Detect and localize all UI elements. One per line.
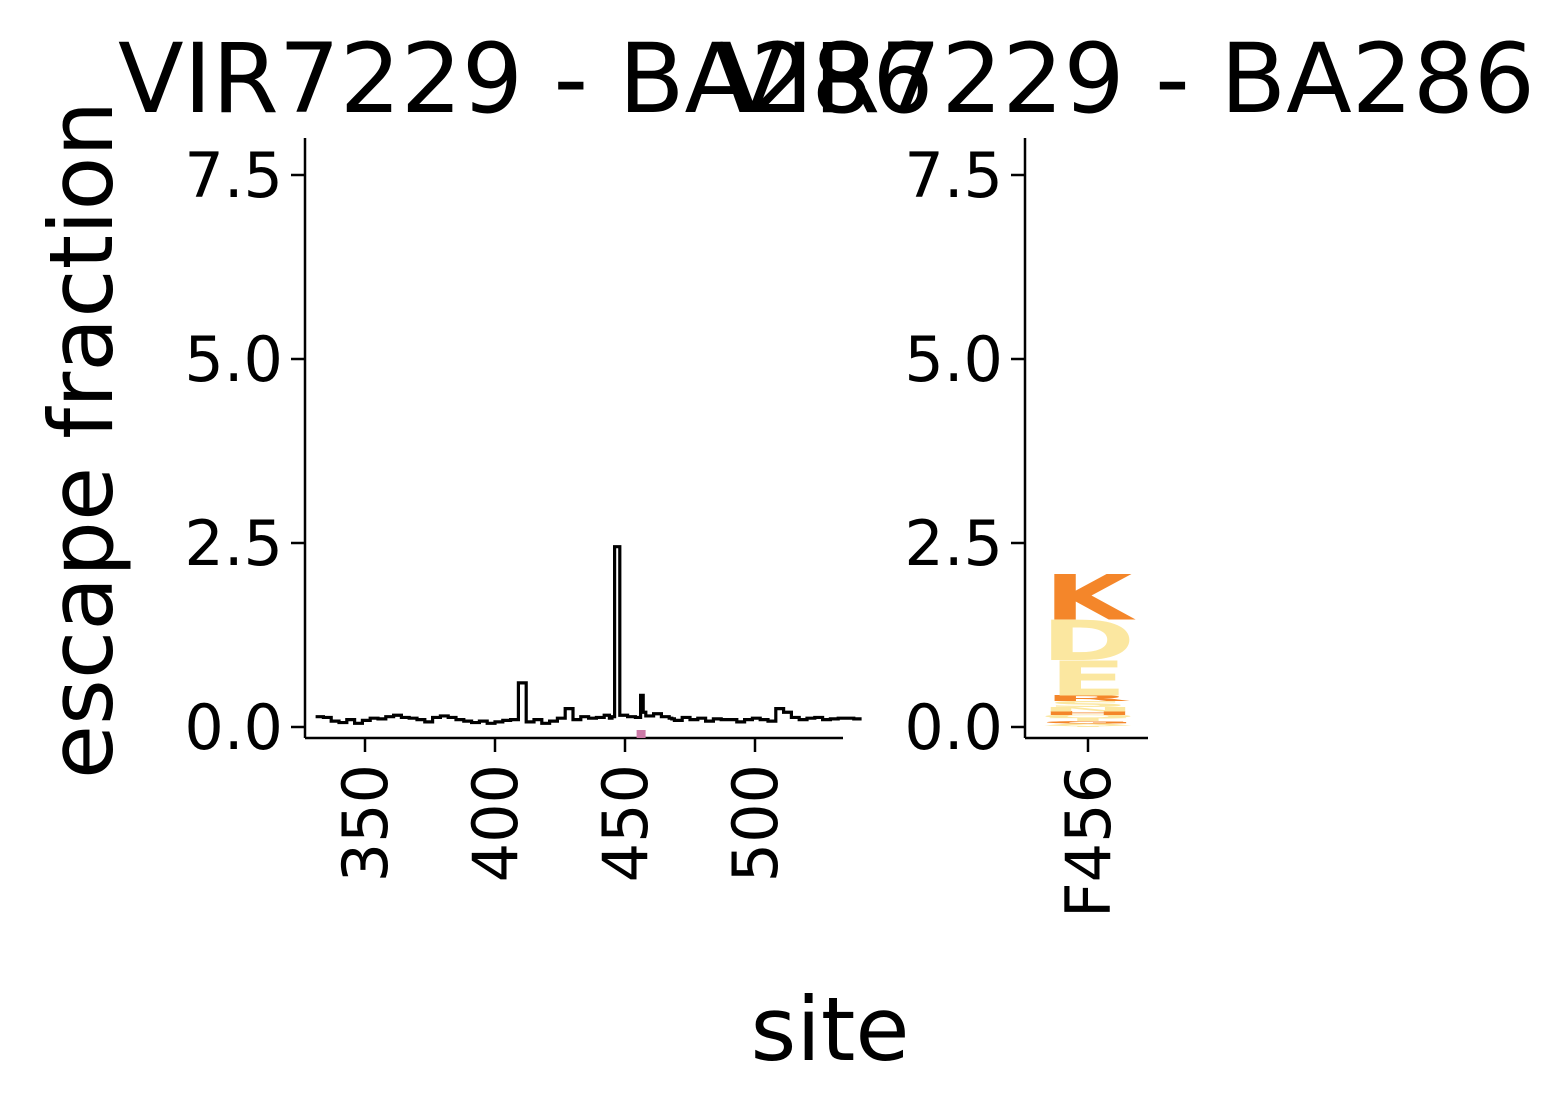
right-y-tick-label: 2.5 bbox=[904, 507, 1003, 580]
logo-letter-Y: Y bbox=[1045, 725, 1131, 727]
site-marker bbox=[636, 730, 646, 738]
logo-letter-K: K bbox=[1044, 562, 1136, 635]
logo-letter-D: D bbox=[1041, 609, 1136, 673]
logo-letter-H: H bbox=[1040, 711, 1135, 717]
escape-line bbox=[315, 545, 862, 725]
left-y-tick-label: 2.5 bbox=[184, 507, 283, 580]
logo-letter-Q: Q bbox=[1040, 714, 1137, 719]
left-x-tick-label: 500 bbox=[719, 764, 792, 882]
y-axis-label: escape fraction bbox=[30, 101, 133, 779]
left-panel: 0.0 2.5 5.0 7.5 350 400 450 500 bbox=[184, 138, 862, 882]
logo-letter-E: E bbox=[1049, 651, 1127, 707]
logo-letter-G: G bbox=[1041, 721, 1134, 725]
left-y-tick-label: 5.0 bbox=[184, 323, 283, 396]
title-right: VIR7229 - BA286 bbox=[720, 23, 1535, 135]
left-x-tick-label: 400 bbox=[459, 764, 532, 882]
title-left: VIR7229 - BA286 bbox=[118, 23, 933, 135]
right-y-tick-label: 0.0 bbox=[904, 691, 1003, 764]
logo-letter-T: T bbox=[1049, 717, 1127, 722]
left-y-tick-label: 7.5 bbox=[184, 139, 283, 212]
logo-letter-A: A bbox=[1044, 723, 1132, 727]
left-x-tick-label: 450 bbox=[589, 764, 662, 882]
left-x-tick-label: 350 bbox=[329, 764, 402, 882]
logo-letter-R: R bbox=[1044, 694, 1132, 703]
left-y-tick-label: 0.0 bbox=[184, 691, 283, 764]
logo-letter-N: N bbox=[1040, 706, 1135, 713]
right-x-tick-label: F456 bbox=[1052, 764, 1125, 918]
x-axis-label: site bbox=[751, 978, 910, 1081]
logo-letter-S: S bbox=[1047, 700, 1129, 709]
right-y-tick-label: 5.0 bbox=[904, 323, 1003, 396]
right-y-tick-label: 7.5 bbox=[904, 139, 1003, 212]
